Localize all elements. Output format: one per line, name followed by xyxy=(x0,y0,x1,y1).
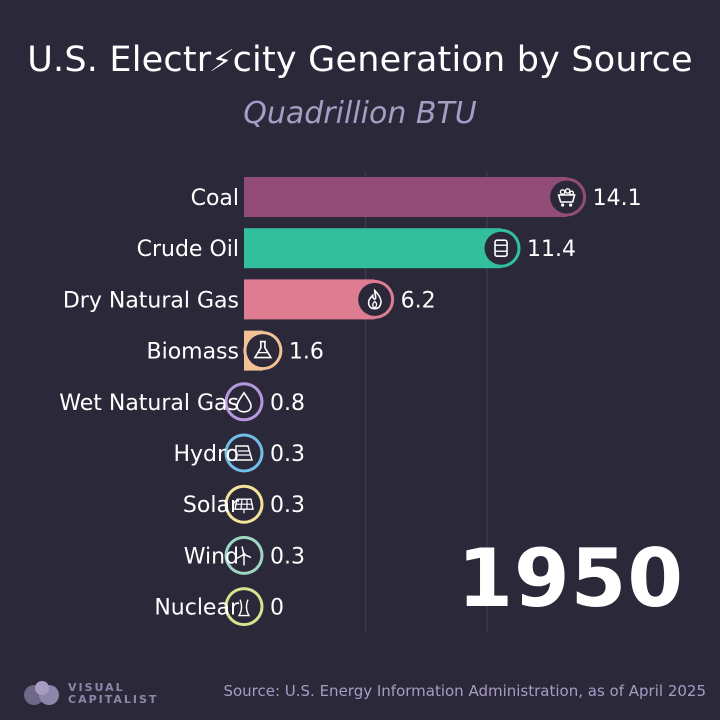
value-label: 1.6 xyxy=(289,340,324,365)
bar-icon-disc xyxy=(550,180,584,214)
bar-group-wind: Wind 0.3 xyxy=(184,535,305,575)
value-label: 11.4 xyxy=(527,237,576,262)
solar-panel-icon xyxy=(234,498,254,514)
category-label: Biomass xyxy=(146,340,239,365)
source-note: Source: U.S. Energy Information Administ… xyxy=(223,682,706,700)
category-label: Wet Natural Gas xyxy=(59,391,239,416)
visual-capitalist-logo: VISUAL CAPITALIST xyxy=(22,678,182,708)
value-label: 0.3 xyxy=(270,442,305,467)
oil-barrel-icon xyxy=(494,239,508,257)
chart-subtitle: Quadrillion BTU xyxy=(243,96,477,131)
value-label: 0.3 xyxy=(270,544,305,569)
bar-group-hydro: Hydro 0.3 xyxy=(173,433,305,473)
category-label: Hydro xyxy=(173,442,239,467)
category-label: Crude Oil xyxy=(137,237,239,262)
bar xyxy=(244,177,567,217)
value-label: 14.1 xyxy=(593,186,642,211)
category-label: Wind xyxy=(184,544,239,569)
flame-icon xyxy=(367,288,382,310)
bar-icon-disc xyxy=(227,385,261,419)
value-label: 0.3 xyxy=(270,493,305,518)
bar-group-solar: Solar 0.3 xyxy=(183,484,305,524)
logo-line1: VISUAL xyxy=(68,681,125,694)
bar-group-nuclear: Nuclear 0 xyxy=(154,587,284,627)
category-label: Dry Natural Gas xyxy=(63,288,239,313)
hydro-dam-icon xyxy=(235,445,253,461)
wind-turbine-icon xyxy=(236,546,252,566)
bar-icon-disc xyxy=(246,334,280,368)
bar xyxy=(244,228,502,269)
value-label: 0 xyxy=(270,596,284,621)
value-label: 0.8 xyxy=(270,391,305,416)
category-label: Nuclear xyxy=(154,596,240,621)
bar-group-biomass: Biomass 1.6 xyxy=(146,330,324,371)
year-label: 1950 xyxy=(457,532,684,625)
bar-group-dry-natural-gas: Dry Natural Gas 6.2 xyxy=(63,279,436,320)
logo-line2: CAPITALIST xyxy=(68,693,159,706)
nuclear-tower-icon xyxy=(237,599,251,617)
value-label: 6.2 xyxy=(401,288,436,313)
flask-icon xyxy=(253,340,273,359)
droplet-icon xyxy=(236,391,252,413)
bar xyxy=(244,279,375,320)
bar-group-wet-natural-gas: Wet Natural Gas 0.8 xyxy=(59,382,305,422)
bar-icon-disc xyxy=(227,590,261,624)
bar-icon-disc xyxy=(227,436,261,470)
bar-group-coal: Coal 14.1 xyxy=(191,177,642,217)
footer: VISUAL CAPITALIST Source: U.S. Energy In… xyxy=(0,670,720,710)
category-label: Coal xyxy=(191,186,239,211)
bar-icon-disc xyxy=(484,231,518,265)
coal-cart-icon xyxy=(557,188,576,207)
chart-title: U.S. Electr⚡︎city Generation by Source xyxy=(27,40,693,80)
logo-mark-icon xyxy=(24,681,59,705)
bar-group-crude-oil: Crude Oil 11.4 xyxy=(137,228,576,269)
category-label: Solar xyxy=(183,493,240,518)
